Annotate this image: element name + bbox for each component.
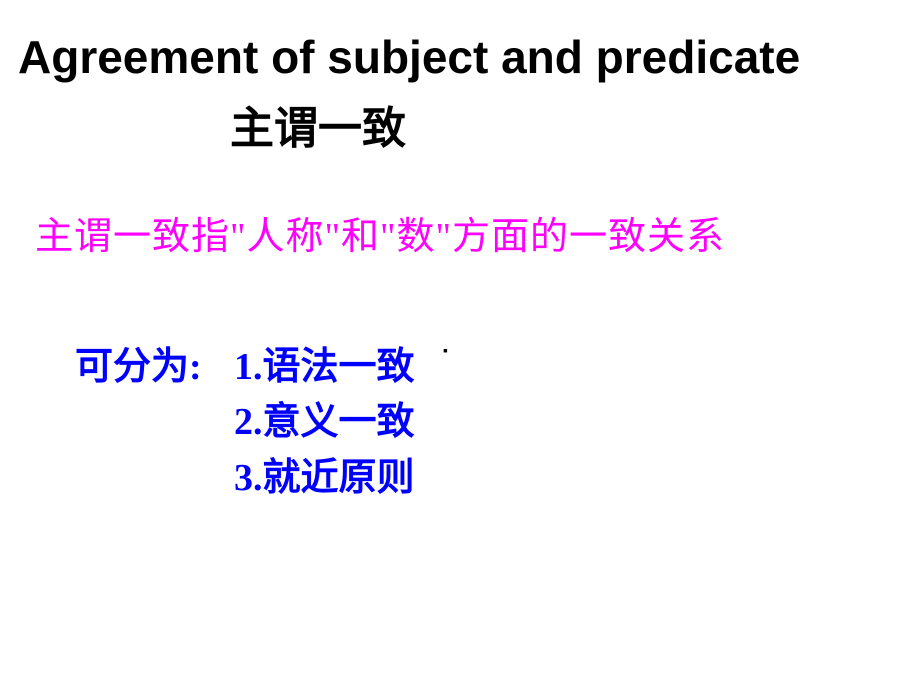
dot-marker: ▪ <box>443 344 448 360</box>
title-chinese: 主谓一致 <box>230 92 406 156</box>
category-num-3: 3. <box>234 457 263 499</box>
category-text-3: 就近原则 <box>263 457 415 499</box>
category-item-3: 3.就近原则 <box>234 446 415 501</box>
title-english: Agreement of subject and predicate <box>18 30 800 84</box>
category-num-1: 1. <box>234 346 263 388</box>
category-item-2: 2.意义一致 <box>234 390 415 445</box>
category-item-1: 1.语法一致 <box>234 335 415 390</box>
category-num-2: 2. <box>234 401 263 443</box>
category-text-1: 语法一致 <box>263 346 415 388</box>
subtitle-text: 主谓一致指"人称"和"数"方面的一致关系 <box>35 205 725 260</box>
category-label: 可分为: <box>75 335 202 390</box>
category-text-2: 意义一致 <box>263 401 415 443</box>
